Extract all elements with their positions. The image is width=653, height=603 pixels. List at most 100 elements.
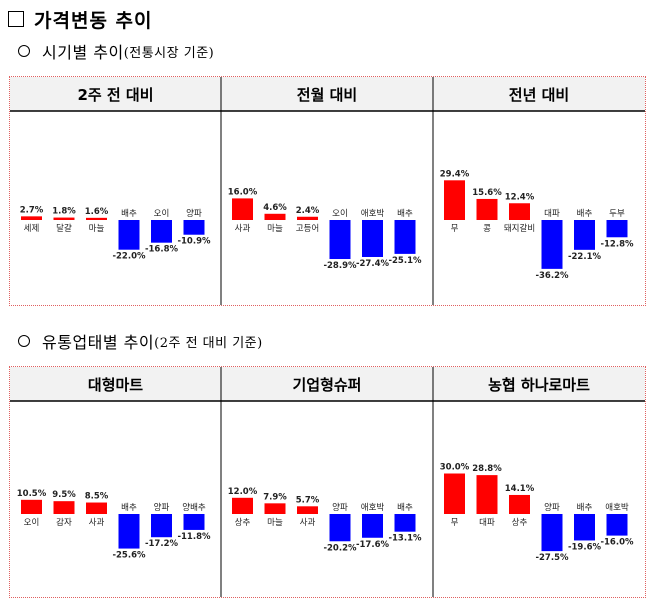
chart-panel-4: 기업형슈퍼 12.0% 상추 7.9% 마늘 5.7% 사과 -20.2% 양파 -17.6% 애호… [220,367,433,597]
bar-대파 [476,475,498,514]
value-label: 12.0% [228,487,258,497]
chart-header-bg [433,367,645,401]
section-period-label: 시기별 추이 [42,43,124,62]
value-label: 30.0% [440,463,470,473]
chart-title: 대형마트 [88,376,143,394]
category-label: 배추 [121,209,137,219]
bar-배추 [118,514,140,549]
value-label: 1.8% [52,207,76,217]
bar-애호박 [362,514,383,538]
value-label: 2.4% [296,206,320,216]
page-title-text: 가격변동 추이 [34,9,153,32]
category-label: 애호박 [605,502,629,513]
section-period-heading: 시기별 추이 (전통시장 기준) [18,40,214,62]
bar-상추 [232,497,253,514]
value-label: 5.7% [296,495,320,505]
section-channel-note: (2주 전 대비 기준) [154,335,263,351]
bar-양파 [151,514,172,538]
page-title: 가격변동 추이 [8,6,153,32]
checkbox-square-icon [8,11,24,27]
value-label: 12.4% [505,192,535,202]
chart-panel-3: 대형마트 10.5% 오이 9.5% 감자 8.5% 사과 -25.6% 배추 -17.2% 양파 -… [10,367,221,561]
category-label: 마늘 [267,518,283,528]
bar-양파 [541,514,563,552]
category-label: 양배추 [182,502,206,513]
bar-사과 [86,502,107,514]
category-label: 달걀 [56,223,72,234]
bar-사과 [297,506,318,514]
value-label: 15.6% [472,188,502,198]
category-label: 배추 [397,503,413,513]
category-label: 마늘 [89,224,105,234]
value-label: -36.2% [535,271,568,281]
chart-panel-1: 전월 대비 16.0% 사과 4.6% 마늘 2.4% 고등어 -28.9% 오이 -27.4% 애… [220,77,433,305]
category-label: 애호박 [361,208,385,219]
category-label: 무 [451,224,459,234]
bar-양배추 [183,514,205,530]
bar-오이 [21,499,42,514]
value-label: -17.2% [145,539,178,549]
bar-오이 [329,220,351,260]
chart-header-bg [221,367,433,401]
category-label: 애호박 [361,502,385,513]
category-label: 고등어 [296,223,319,234]
category-label: 상추 [512,517,528,528]
category-label: 콩 [483,224,491,234]
section-channel-heading: 유통업태별 추이 (2주 전 대비 기준) [18,330,263,352]
chart-title: 전월 대비 [297,86,357,104]
value-label: 8.5% [85,492,109,502]
bar-배추 [394,220,416,254]
value-label: -27.4% [356,259,389,269]
value-label: 14.1% [505,484,535,494]
bar-무 [444,473,465,514]
channel-chart-group: 대형마트 10.5% 오이 9.5% 감자 8.5% 사과 -25.6% 배추 -17.2% 양파 -… [9,366,646,598]
category-label: 사과 [235,224,251,234]
category-label: 양파 [154,502,170,513]
bar-양파 [329,514,351,542]
value-label: -25.6% [112,551,145,561]
value-label: 1.6% [85,207,109,217]
bar-감자 [53,501,75,514]
category-label: 양파 [544,502,560,513]
category-label: 배추 [397,209,413,219]
section-channel-label: 유통업태별 추이 [42,333,155,352]
category-label: 돼지갈비 [504,224,535,234]
value-label: -11.8% [177,532,210,542]
chart-header-bg [10,367,221,401]
bar-마늘 [264,213,286,220]
bar-애호박 [606,514,628,536]
value-label: 16.0% [228,187,258,197]
bar-양파 [183,220,205,235]
value-label: -16.0% [600,538,633,548]
channel-charts-svg: 대형마트 10.5% 오이 9.5% 감자 8.5% 사과 -25.6% 배추 -17.2% 양파 -… [10,367,645,597]
bar-배추 [574,220,595,250]
category-label: 오이 [24,517,40,528]
chart-header-bg [433,77,645,111]
bar-배추 [574,514,595,541]
value-label: -13.1% [388,534,421,544]
value-label: 9.5% [52,490,76,500]
category-label: 배추 [121,503,137,513]
bar-마늘 [264,503,286,514]
bar-사과 [232,198,253,220]
value-label: 28.8% [472,464,502,474]
chart-title: 기업형슈퍼 [292,376,361,394]
category-label: 사과 [300,518,316,528]
value-label: -19.6% [568,542,601,552]
chart-title: 2주 전 대비 [77,86,153,104]
value-label: -28.9% [323,261,356,271]
category-label: 양파 [332,502,348,513]
value-label: -27.5% [535,553,568,563]
bar-고등어 [297,216,318,220]
value-label: -20.2% [323,543,356,553]
circle-bullet-icon [18,335,30,347]
value-label: -25.1% [388,256,421,266]
bar-배추 [118,220,140,250]
category-label: 오이 [154,208,170,219]
bar-무 [444,180,465,220]
period-charts-svg: 2주 전 대비 2.7% 세제 1.8% 달걀 1.6% 마늘 -22.0% 배추 -16.8% 오… [10,77,645,305]
category-label: 사과 [89,518,105,528]
value-label: -22.1% [568,252,601,262]
chart-header-bg [221,77,433,111]
category-label: 두부 [609,209,625,219]
